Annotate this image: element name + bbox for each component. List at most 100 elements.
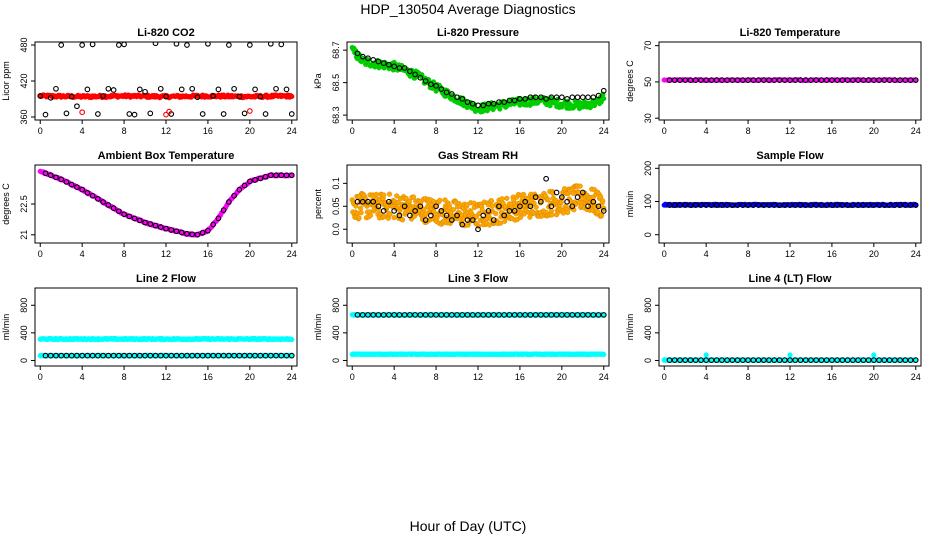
data-point: [907, 77, 914, 83]
y-tick-label: 800: [643, 298, 653, 313]
data-point: [121, 42, 127, 48]
data-point: [912, 202, 919, 209]
data-point: [443, 212, 450, 219]
data-point: [84, 189, 91, 196]
data-point: [661, 357, 667, 363]
data-point: [538, 94, 544, 101]
data-point: [126, 111, 133, 117]
panel-title: Li-820 Pressure: [437, 27, 519, 39]
x-tick-label: 24: [911, 126, 921, 136]
data-point: [517, 214, 524, 220]
data-point: [95, 111, 101, 117]
data-point: [671, 77, 678, 83]
data-point: [860, 77, 867, 83]
data-point: [184, 42, 190, 48]
data-point: [358, 210, 364, 216]
panel-sample-flow: Sample Flow ml/min 0 4 8 12 16 20 24 0 100 200: [625, 150, 922, 259]
data-point: [236, 352, 243, 359]
x-tick-label: 16: [515, 372, 525, 382]
data-point: [506, 208, 513, 214]
data-point: [68, 181, 75, 188]
data-point: [278, 42, 285, 48]
series-open-circle: [37, 42, 295, 118]
x-tick-label: 0: [662, 372, 667, 382]
series-open-circle: [666, 77, 919, 83]
data-point: [273, 172, 279, 179]
x-tick-label: 12: [785, 372, 795, 382]
panel-li820-temperature: Li-820 Temperature degrees C 0 4 8 12 16 20 24 30…: [625, 27, 922, 136]
data-point: [813, 77, 820, 83]
panel-line-3-flow: Line 3 Flow ml/min 0 4 8 12 16 20 24 0 400 800: [313, 273, 610, 382]
x-tick-label: 24: [599, 249, 609, 259]
x-tick-label: 4: [392, 372, 397, 382]
data-point: [433, 83, 439, 89]
data-point: [365, 55, 371, 62]
data-point: [545, 196, 551, 202]
data-point: [273, 85, 279, 92]
data-point: [95, 196, 101, 202]
data-point: [601, 351, 607, 358]
x-tick-label: 20: [557, 126, 567, 136]
data-point: [886, 77, 893, 83]
data-point: [283, 86, 290, 93]
data-point: [549, 212, 555, 218]
data-point: [489, 198, 495, 204]
data-point: [844, 202, 851, 209]
data-point: [579, 94, 586, 101]
y-axis: 0.0 0.05 0.1: [331, 177, 347, 235]
data-point: [231, 192, 237, 199]
data-point: [475, 102, 481, 109]
panel-ambient-box-temperature: Ambient Box Temperature degrees C 0 4 8 12 16 2…: [1, 150, 298, 259]
y-axis: 360 420 480: [19, 37, 35, 125]
data-point: [173, 228, 180, 235]
data-point: [729, 77, 736, 83]
data-point: [89, 192, 96, 199]
data-point: [590, 198, 597, 205]
y-axis-label: ml/min: [313, 314, 323, 341]
data-point: [766, 202, 772, 209]
data-point: [907, 202, 914, 209]
data-point: [79, 109, 86, 116]
x-tick-label: 0: [350, 249, 355, 259]
data-point: [246, 352, 253, 359]
y-axis: 0 400 800: [19, 298, 35, 363]
data-point: [173, 42, 180, 47]
data-point: [543, 96, 549, 102]
data-point: [63, 110, 70, 117]
panel-line-2-flow: Line 2 Flow ml/min 0 4 8 12 16 20 24 0 400 800: [1, 273, 298, 382]
data-point: [808, 202, 814, 209]
data-point: [84, 86, 91, 93]
data-point: [500, 200, 506, 207]
panel-title: Li-820 CO2: [137, 27, 194, 39]
data-point: [719, 202, 725, 209]
plot-area: [349, 175, 607, 233]
data-point: [168, 227, 175, 233]
data-point: [517, 96, 523, 102]
data-point: [876, 202, 882, 209]
data-point: [100, 199, 106, 205]
data-point: [499, 196, 505, 202]
data-point: [367, 212, 374, 218]
y-axis: 30 50 70: [643, 41, 659, 123]
data-point: [283, 352, 290, 359]
y-tick-label: 22.5: [19, 195, 29, 213]
data-point: [548, 94, 555, 101]
x-tick-label: 4: [392, 249, 397, 259]
x-tick-label: 20: [869, 126, 879, 136]
data-point: [565, 209, 571, 216]
x-tick-label: 12: [785, 126, 795, 136]
data-point: [865, 77, 872, 83]
data-point: [386, 198, 392, 205]
x-tick-label: 16: [203, 126, 213, 136]
data-point: [110, 87, 117, 93]
y-tick-label: 70: [643, 41, 653, 51]
data-point: [438, 86, 445, 92]
data-point: [427, 212, 434, 219]
data-point: [479, 207, 485, 213]
x-tick-label: 0: [38, 372, 43, 382]
x-tick-label: 4: [80, 249, 85, 259]
data-point: [459, 221, 466, 228]
plot-area: [661, 201, 919, 209]
data-point: [236, 93, 243, 100]
x-tick-label: 24: [911, 249, 921, 259]
